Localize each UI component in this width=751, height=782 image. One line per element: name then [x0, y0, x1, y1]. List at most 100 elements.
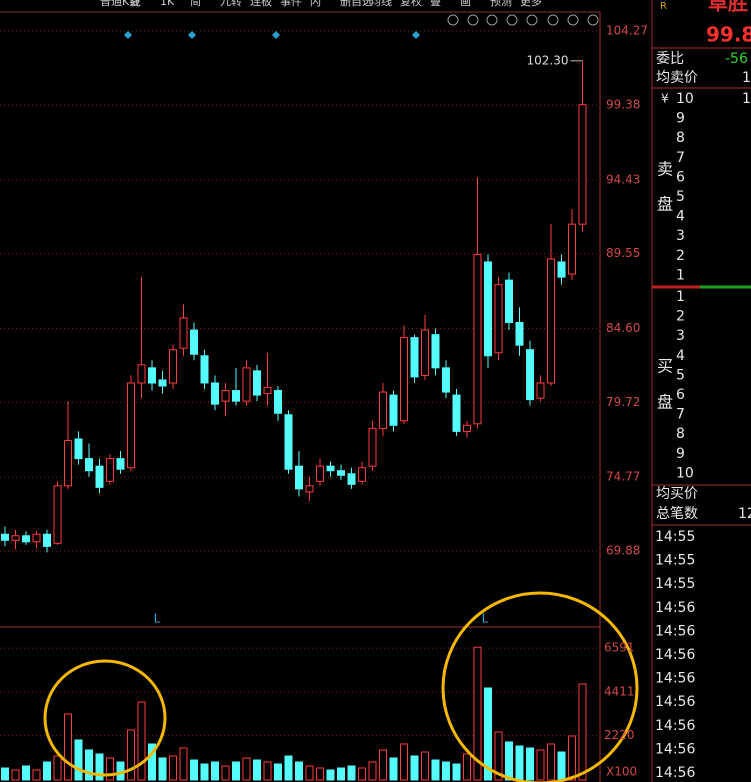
candle-body [200, 355, 209, 384]
avg-buy-label: 均买价 [656, 486, 698, 502]
sell-level: 4 [676, 209, 685, 225]
volume-bar [526, 747, 534, 781]
volume-bar [179, 747, 188, 781]
candle-body [463, 424, 471, 432]
volume-tick-label: 6591 [604, 641, 635, 655]
low-marker: L [482, 612, 489, 626]
volume-bar [431, 759, 440, 781]
candle-body [547, 258, 555, 384]
candle-body [557, 261, 566, 278]
highlight-circle [43, 659, 167, 777]
candle-body [274, 390, 282, 414]
weibi-label: 委比 [656, 51, 684, 67]
candle-body [11, 535, 20, 541]
volume-bar [421, 751, 429, 781]
toolbar-item: 画 [460, 0, 471, 8]
trade-time: 14:56 [655, 765, 695, 781]
toolbar-item: 均线 [370, 0, 392, 8]
volume-bar [200, 763, 209, 781]
buy-level: 10 [676, 465, 694, 481]
candle-body [211, 382, 219, 405]
toolbar-item: 连板 [250, 0, 272, 8]
candle-body [148, 367, 156, 384]
candle-body [116, 458, 125, 470]
toolbar-icons [447, 14, 599, 26]
candle-body [421, 329, 429, 376]
buy-level: 1 [676, 289, 685, 305]
candle-body [232, 390, 240, 402]
volume-bar [127, 729, 135, 781]
volume-bar [85, 749, 93, 781]
trade-time: 14:55 [655, 576, 695, 592]
candle-body [368, 427, 377, 467]
volume-bar [106, 757, 114, 781]
volume-bar [400, 743, 408, 781]
stock-name: 卓胜 [708, 0, 748, 15]
candle-body [169, 349, 177, 384]
volume-bar [568, 735, 576, 781]
candle-body [568, 223, 576, 275]
count-label: 总笔数 [656, 506, 698, 522]
volume-bar [515, 745, 524, 781]
volume-bar [452, 763, 461, 781]
trade-time: 14:56 [655, 623, 695, 639]
candle-body [400, 337, 408, 422]
toolbar-item: 事件 [280, 0, 302, 8]
sell-level: 1 [676, 267, 685, 283]
candle-body [358, 467, 366, 482]
candle-body [22, 535, 30, 543]
y-tick-label: 94.43 [606, 172, 640, 186]
volume-bar [64, 713, 72, 781]
buy-level: 5 [676, 367, 685, 383]
volume-bar [547, 743, 555, 781]
candle-body [85, 458, 93, 472]
buy-level: 9 [676, 446, 685, 462]
toolbar-item: 删自选 [340, 0, 373, 8]
volume-bar [337, 767, 345, 781]
toolbar-item: 闪 [310, 0, 321, 8]
candle-body [494, 284, 503, 354]
toolbar-item: 复 [130, 0, 141, 8]
candle-body [127, 382, 135, 469]
candle-body [379, 391, 387, 429]
toolbar-item: 九转 [220, 0, 242, 8]
trade-time: 14:56 [655, 671, 695, 687]
high-label: 102.30 [527, 53, 569, 67]
volume-bar [148, 743, 156, 781]
buy-level: 4 [676, 348, 685, 364]
buy-level: 7 [676, 407, 685, 423]
buy-level: 6 [676, 387, 685, 403]
volume-bar [494, 731, 503, 781]
trade-time: 14:56 [655, 741, 695, 757]
volume-bar [316, 767, 324, 781]
toolbar-item: 普通K线 [100, 0, 140, 8]
candle-body [106, 458, 114, 482]
volume-bar [242, 757, 251, 781]
sell-side: 卖 [657, 160, 673, 179]
event-markers [124, 31, 420, 39]
y-tick-label: 74.77 [606, 470, 640, 484]
candle-body [74, 438, 83, 460]
candle-body [179, 317, 188, 349]
volume-tick-label: 4411 [604, 684, 635, 698]
volume-bar [74, 739, 83, 781]
y-tick-label: 89.55 [606, 246, 640, 260]
sell-level: 7 [676, 150, 685, 166]
volume-unit: X100 [606, 765, 637, 779]
candle-body [32, 533, 41, 543]
volume-bar [410, 755, 419, 781]
candle-body [410, 337, 419, 378]
volume-bar [505, 741, 513, 781]
volume-bar [379, 749, 387, 781]
candle-body [326, 465, 335, 472]
candle-body [190, 329, 198, 355]
volume-bar [22, 765, 30, 781]
volume-bar [347, 765, 356, 781]
candle-body [242, 367, 251, 402]
toolbar-item: 简 [190, 0, 201, 8]
candle-body [1, 533, 9, 541]
candle-body [253, 370, 261, 396]
volume-bar [358, 767, 366, 781]
